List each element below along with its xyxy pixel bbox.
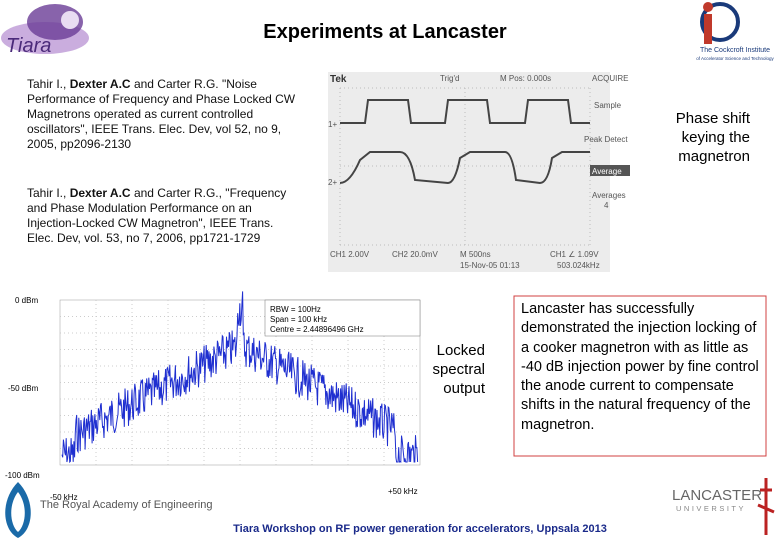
spectrum-y-label: -100 dBm	[5, 471, 40, 480]
spectrum-setting: RBW = 100Hz	[270, 305, 321, 314]
scope-text: M 500ns	[460, 250, 491, 259]
spectrum-setting: Centre = 2.44896496 GHz	[270, 325, 364, 334]
ref-text: Tahir I.,	[27, 186, 70, 200]
ref-author: Dexter A.C	[69, 77, 131, 91]
spectrum-trace	[61, 291, 419, 464]
slide-title: Experiments at Lancaster	[263, 21, 507, 43]
summary-text: Lancaster has successfully demonstrated …	[521, 301, 759, 433]
royal-academy-logo: The Royal Academy of Engineering	[5, 482, 212, 538]
logo-text: Tiara	[6, 35, 51, 57]
cockcroft-logo: The Cockcroft Institute of Accelerator S…	[696, 2, 774, 61]
reference: Tahir I., Dexter A.C and Carter R.G., "F…	[27, 186, 302, 246]
scope-text: 503.024kHz	[557, 261, 600, 270]
ref-text: and Carter R.G. "Noise Performance of Fr…	[27, 77, 296, 151]
tiara-logo: Tiara	[1, 4, 89, 57]
logo-text: LANCASTER	[672, 487, 762, 504]
oscilloscope: Tek Trig'd M Pos: 0.000s ACQUIRE Sample …	[328, 72, 630, 272]
scope-text: Trig'd	[440, 74, 459, 83]
logo-text: UNIVERSITY	[676, 504, 746, 513]
scope-text: M Pos: 0.000s	[500, 74, 551, 83]
scope-text: Average	[592, 167, 622, 176]
logo-text: The Cockcroft Institute	[700, 47, 770, 54]
logo-text: of Accelerator Science and Technology	[696, 56, 774, 61]
scope-text: 2+	[328, 178, 337, 187]
footer-text: Tiara Workshop on RF power generation fo…	[233, 523, 607, 535]
scope-text: CH1 2.00V	[330, 250, 370, 259]
spectrum: RBW = 100Hz Span = 100 kHz Centre = 2.44…	[5, 291, 421, 502]
scope-text: 4	[604, 201, 609, 210]
scope-text: Tek	[330, 74, 347, 85]
scope-text: Averages	[592, 191, 626, 200]
ref-text: Tahir I.,	[27, 77, 70, 91]
spectrum-caption: Locked spectral output	[432, 342, 485, 397]
ref-text: and Carter R.G., "Frequency and Phase Mo…	[27, 186, 287, 245]
spectrum-x-label: -50 kHz	[50, 493, 78, 502]
scope-text: CH1 ∠ 1.09V	[550, 250, 599, 259]
logo-text: The Royal Academy of Engineering	[40, 499, 212, 511]
summary-box	[513, 295, 767, 457]
scope-text: CH2 20.0mV	[392, 250, 438, 259]
spectrum-setting: Span = 100 kHz	[270, 315, 327, 324]
scope-text: ACQUIRE	[592, 74, 628, 83]
scope-text: 1+	[328, 120, 337, 129]
scope-text: Peak Detect	[584, 135, 628, 144]
scope-text: 15-Nov-05 01:13	[460, 261, 520, 270]
scope-text: Sample	[594, 101, 622, 110]
spectrum-y-label: -50 dBm	[8, 384, 39, 393]
reference: Tahir I., Dexter A.C and Carter R.G. "No…	[27, 77, 302, 152]
lancaster-logo: LANCASTER UNIVERSITY	[672, 478, 775, 535]
scope-caption: Phase shift keying the magnetron	[675, 110, 750, 165]
ref-author: Dexter A.C	[69, 186, 131, 200]
spectrum-y-label: 0 dBm	[15, 296, 38, 305]
spectrum-x-label: +50 kHz	[388, 487, 418, 496]
